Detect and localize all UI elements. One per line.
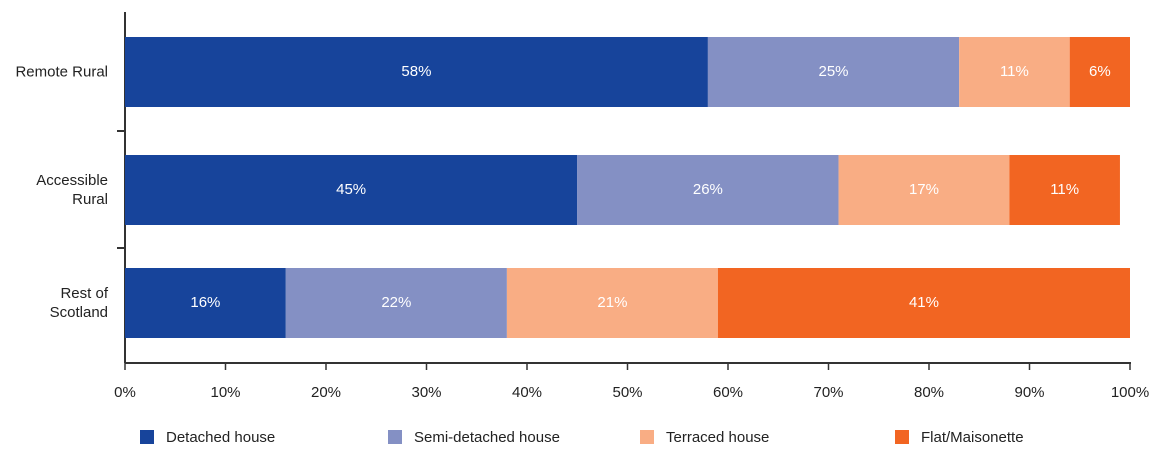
x-tick-label: 10%: [210, 384, 240, 401]
x-tick-label: 40%: [512, 384, 542, 401]
legend-swatch: [895, 430, 909, 444]
bar-segment: [959, 37, 1070, 107]
bar-segment: [125, 155, 578, 225]
value-label: 17%: [909, 181, 939, 198]
x-tick-label: 90%: [1014, 384, 1044, 401]
x-tick-label: 70%: [813, 384, 843, 401]
value-label: 45%: [336, 181, 366, 198]
legend-swatch: [640, 430, 654, 444]
value-label: 16%: [190, 294, 220, 311]
value-label: 6%: [1089, 63, 1111, 80]
x-tick-label: 80%: [914, 384, 944, 401]
value-label: 41%: [909, 294, 939, 311]
legend-label: Terraced house: [666, 429, 769, 446]
bar-segment: [1009, 155, 1120, 225]
value-label: 25%: [819, 63, 849, 80]
value-label: 22%: [381, 294, 411, 311]
legend-label: Detached house: [166, 429, 275, 446]
legend-swatch: [388, 430, 402, 444]
legend-label: Semi-detached house: [414, 429, 560, 446]
x-tick-label: 50%: [612, 384, 642, 401]
value-label: 58%: [401, 63, 431, 80]
value-label: 26%: [693, 181, 723, 198]
legend-label: Flat/Maisonette: [921, 429, 1024, 446]
bar-segment: [838, 155, 1010, 225]
bar-segment: [577, 155, 839, 225]
bar-segment: [506, 268, 718, 338]
x-tick-label: 20%: [311, 384, 341, 401]
bar-segment: [1069, 37, 1130, 107]
bar-segment: [125, 37, 708, 107]
category-label: Rest of Scotland: [49, 285, 108, 321]
x-tick-label: 60%: [713, 384, 743, 401]
x-tick-label: 30%: [411, 384, 441, 401]
x-tick-label: 100%: [1111, 384, 1149, 401]
bar-segment: [285, 268, 507, 338]
value-label: 11%: [1000, 63, 1029, 80]
legend-swatch: [140, 430, 154, 444]
value-label: 11%: [1050, 181, 1079, 198]
bar-segment: [707, 37, 960, 107]
bar-segment: [717, 268, 1130, 338]
x-tick-label: 0%: [114, 384, 136, 401]
value-label: 21%: [597, 294, 627, 311]
category-label: Accessible Rural: [36, 172, 108, 208]
bar-segment: [125, 268, 286, 338]
category-label: Remote Rural: [15, 63, 108, 81]
